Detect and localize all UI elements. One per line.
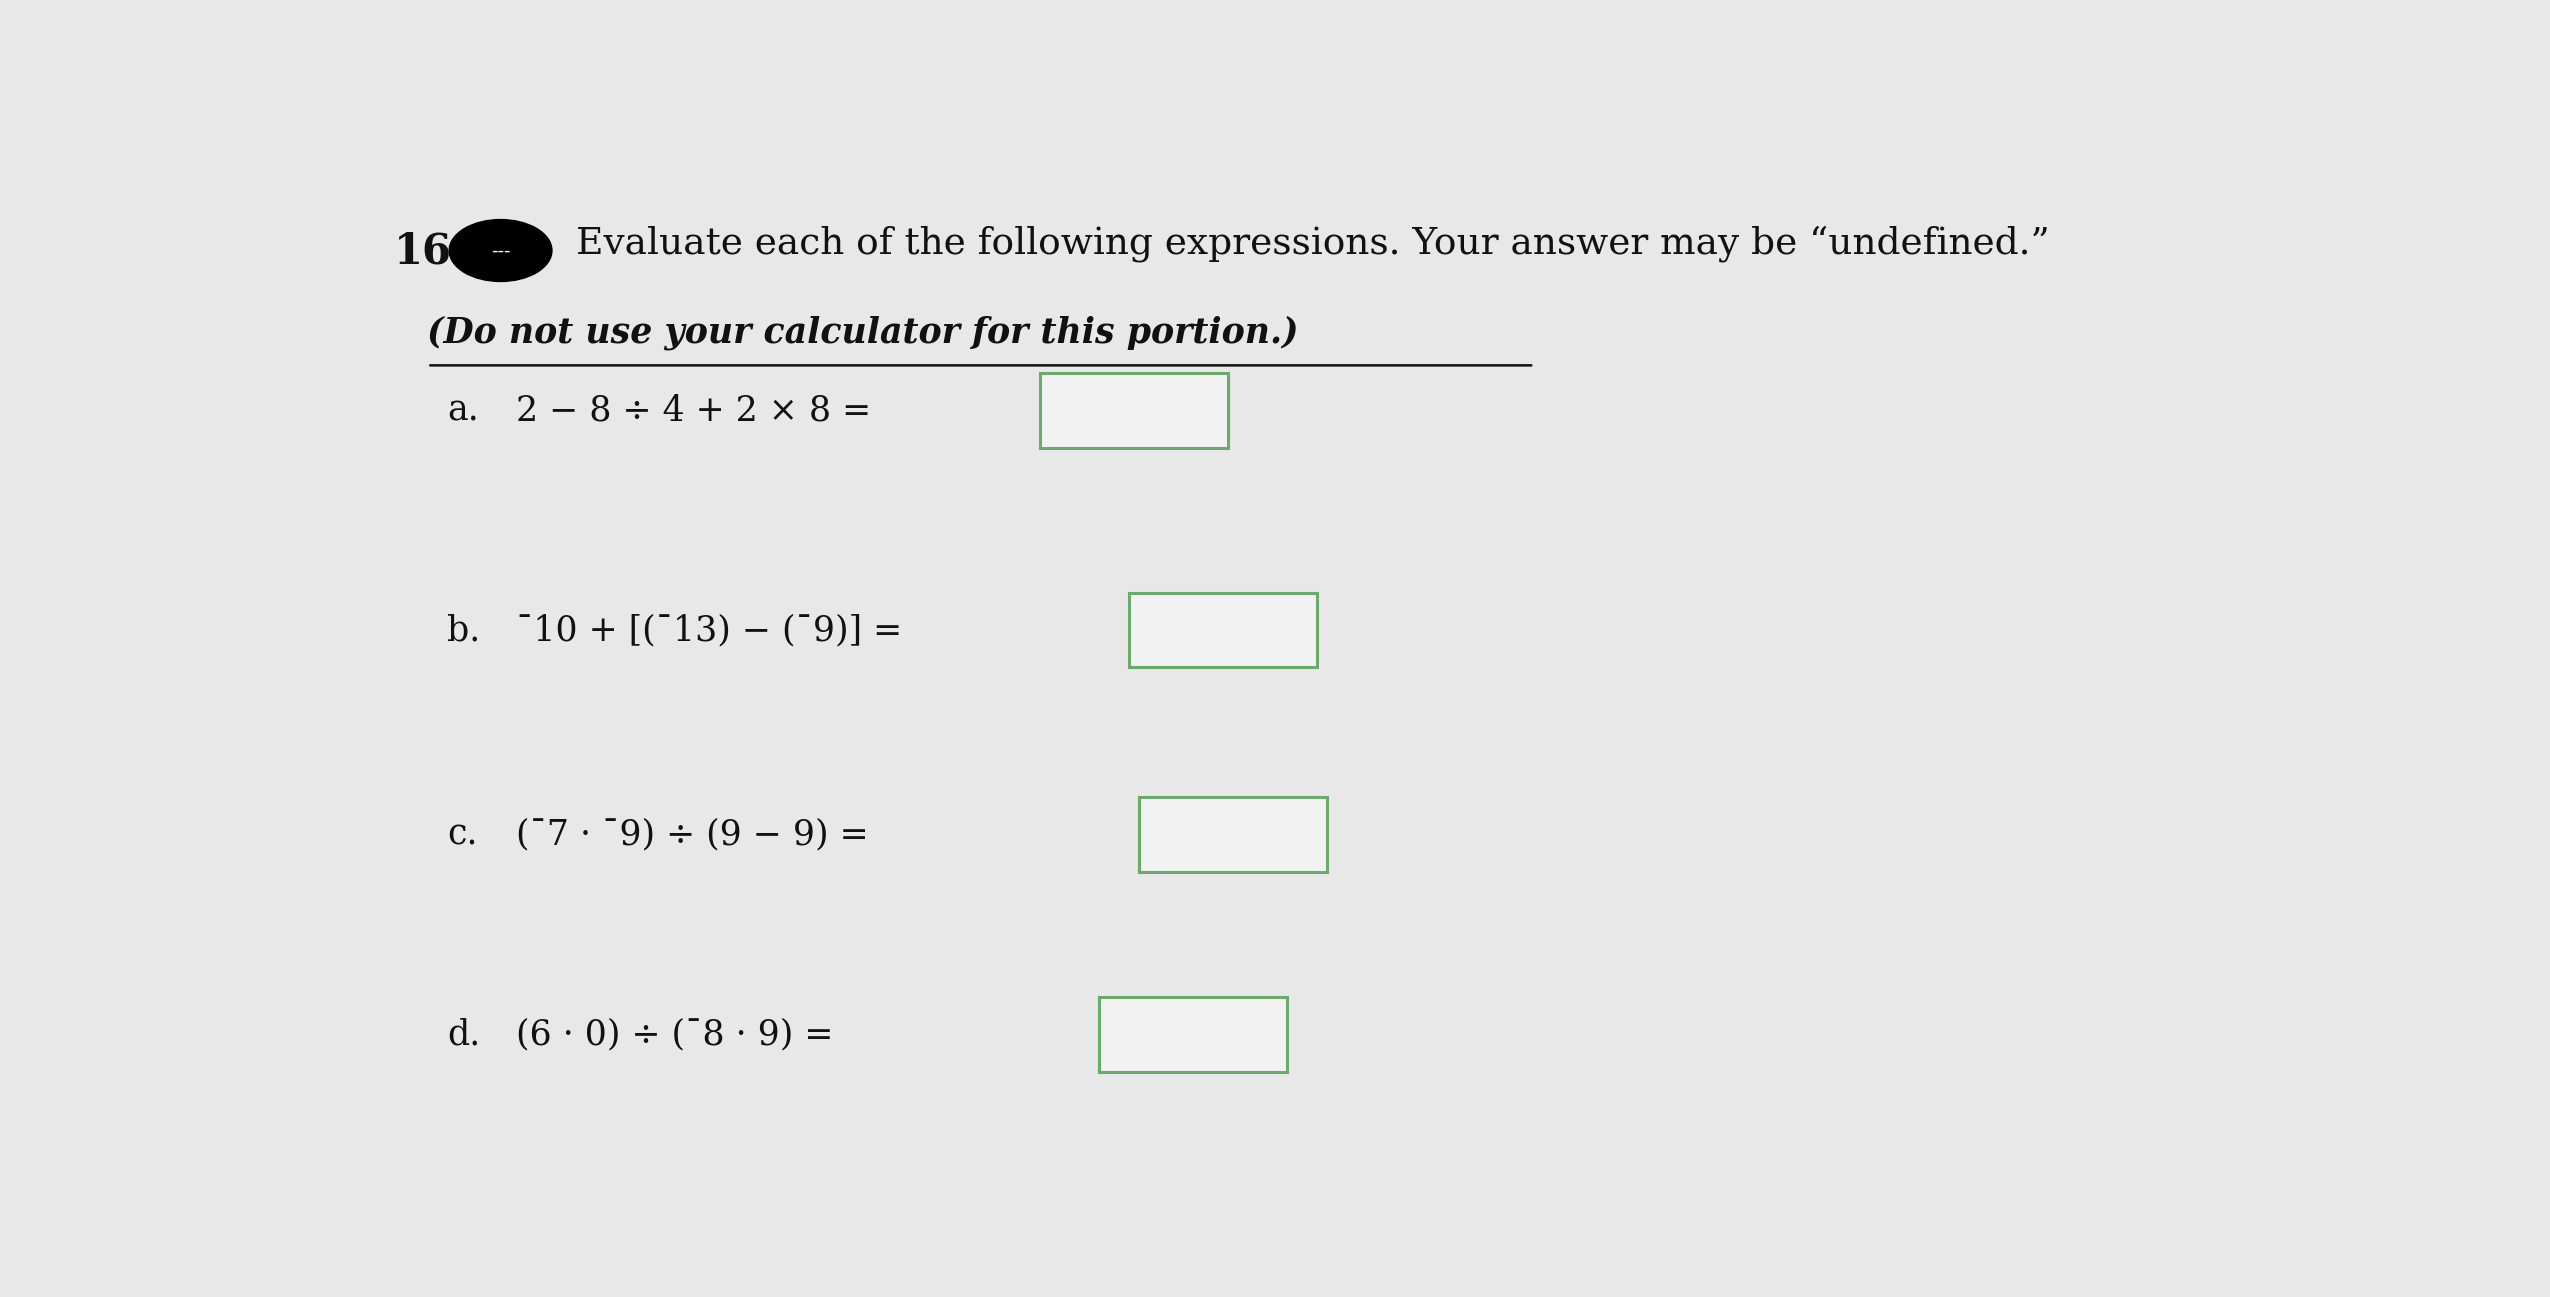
Text: (Do not use your calculator for this portion.): (Do not use your calculator for this por… [428,315,1298,350]
Text: ¯10 + [(¯13) − (¯9)] =: ¯10 + [(¯13) − (¯9)] = [515,613,903,647]
Text: ---: --- [490,241,510,259]
Ellipse shape [449,219,551,281]
FancyBboxPatch shape [1040,372,1227,447]
Text: d.: d. [446,1017,479,1052]
Text: 16.: 16. [393,231,467,272]
Text: a.: a. [446,393,479,427]
Text: (¯7 · ¯9) ÷ (9 − 9) =: (¯7 · ¯9) ÷ (9 − 9) = [515,817,870,852]
Text: b.: b. [446,613,479,647]
Text: Evaluate each of the following expressions. Your answer may be “undefined.”: Evaluate each of the following expressio… [576,226,2050,262]
Text: (6 · 0) ÷ (¯8 · 9) =: (6 · 0) ÷ (¯8 · 9) = [515,1017,834,1052]
Text: 2 − 8 ÷ 4 + 2 × 8 =: 2 − 8 ÷ 4 + 2 × 8 = [515,393,872,427]
FancyBboxPatch shape [1130,593,1316,668]
FancyBboxPatch shape [1099,997,1288,1071]
FancyBboxPatch shape [1140,798,1326,872]
Text: c.: c. [446,817,477,852]
